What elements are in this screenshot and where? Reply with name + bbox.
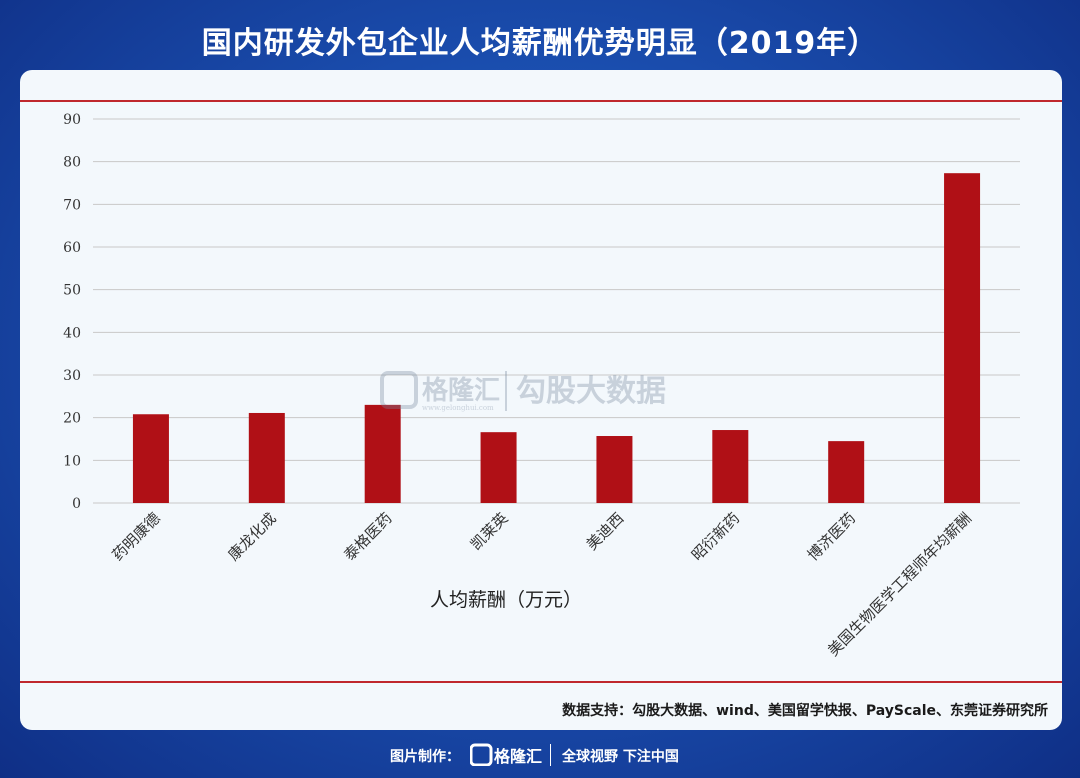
bar: [364, 404, 401, 503]
x-tick-label: 昭衍新药: [688, 509, 743, 564]
footer: 图片制作： 格隆汇 全球视野 下注中国: [0, 740, 1080, 770]
y-tick-label: 80: [63, 155, 81, 171]
footer-brand: 格隆汇: [494, 747, 542, 766]
page-title: 国内研发外包企业人均薪酬优势明显（2019年）: [201, 26, 879, 61]
x-tick-label: 药明康德: [109, 509, 164, 564]
x-tick-label: 博济医药: [804, 509, 859, 564]
y-tick-label: 50: [63, 283, 81, 299]
g-logo-icon: [380, 371, 418, 409]
footer-slogan: 全球视野 下注中国: [562, 749, 679, 765]
chart-card: 0 10 20 30 40 50 60 70 80 90 药明康德 康龙化成 泰格医药 凯莱英 美迪西 昭衍新…: [20, 70, 1062, 730]
y-tick-label: 30: [63, 368, 81, 384]
bar: [828, 441, 865, 503]
watermark-url: www.gelonghui.com: [422, 404, 494, 412]
x-tick-label: 美迪西: [583, 509, 628, 554]
y-tick-label: 90: [63, 112, 81, 128]
bar: [480, 432, 517, 503]
x-axis-label: 人均薪酬（万元）: [430, 589, 582, 611]
bar: [596, 436, 633, 503]
footer-divider: [550, 744, 551, 766]
g-logo-icon: [470, 743, 493, 766]
watermark-divider: [505, 371, 507, 411]
y-tick-label: 70: [63, 197, 81, 213]
x-tick-label: 凯莱英: [467, 509, 512, 554]
bar: [248, 412, 285, 503]
bottom-divider: [20, 681, 1062, 683]
bar: [132, 414, 169, 503]
watermark-logo: 格隆汇 www.gelonghui.com 勾股大数据: [380, 371, 666, 412]
footer-logo: 格隆汇: [470, 743, 542, 766]
y-tick-label: 10: [63, 453, 81, 469]
y-tick-label: 60: [63, 240, 81, 256]
bar-chart: 0 10 20 30 40 50 60 70 80 90 药明康德 康龙化成 泰格医药 凯莱英 美迪西 昭衍新…: [63, 112, 1020, 660]
bar: [944, 173, 981, 503]
x-tick-label: 康龙化成: [224, 509, 279, 564]
data-source: 数据支持：勾股大数据、wind、美国留学快报、PayScale、东莞证券研究所: [562, 703, 1048, 719]
y-tick-label: 40: [63, 325, 81, 341]
watermark: 格隆汇 www.gelonghui.com 勾股大数据: [380, 369, 710, 417]
x-tick-label: 泰格医药: [340, 509, 395, 564]
y-tick-label: 20: [63, 411, 81, 427]
watermark-sub: 勾股大数据: [516, 374, 666, 409]
top-divider: [20, 100, 1062, 102]
watermark-brand: 格隆汇: [422, 375, 500, 406]
y-tick-label: 0: [72, 496, 81, 512]
made-by-label: 图片制作：: [390, 749, 460, 765]
bar: [712, 430, 749, 503]
